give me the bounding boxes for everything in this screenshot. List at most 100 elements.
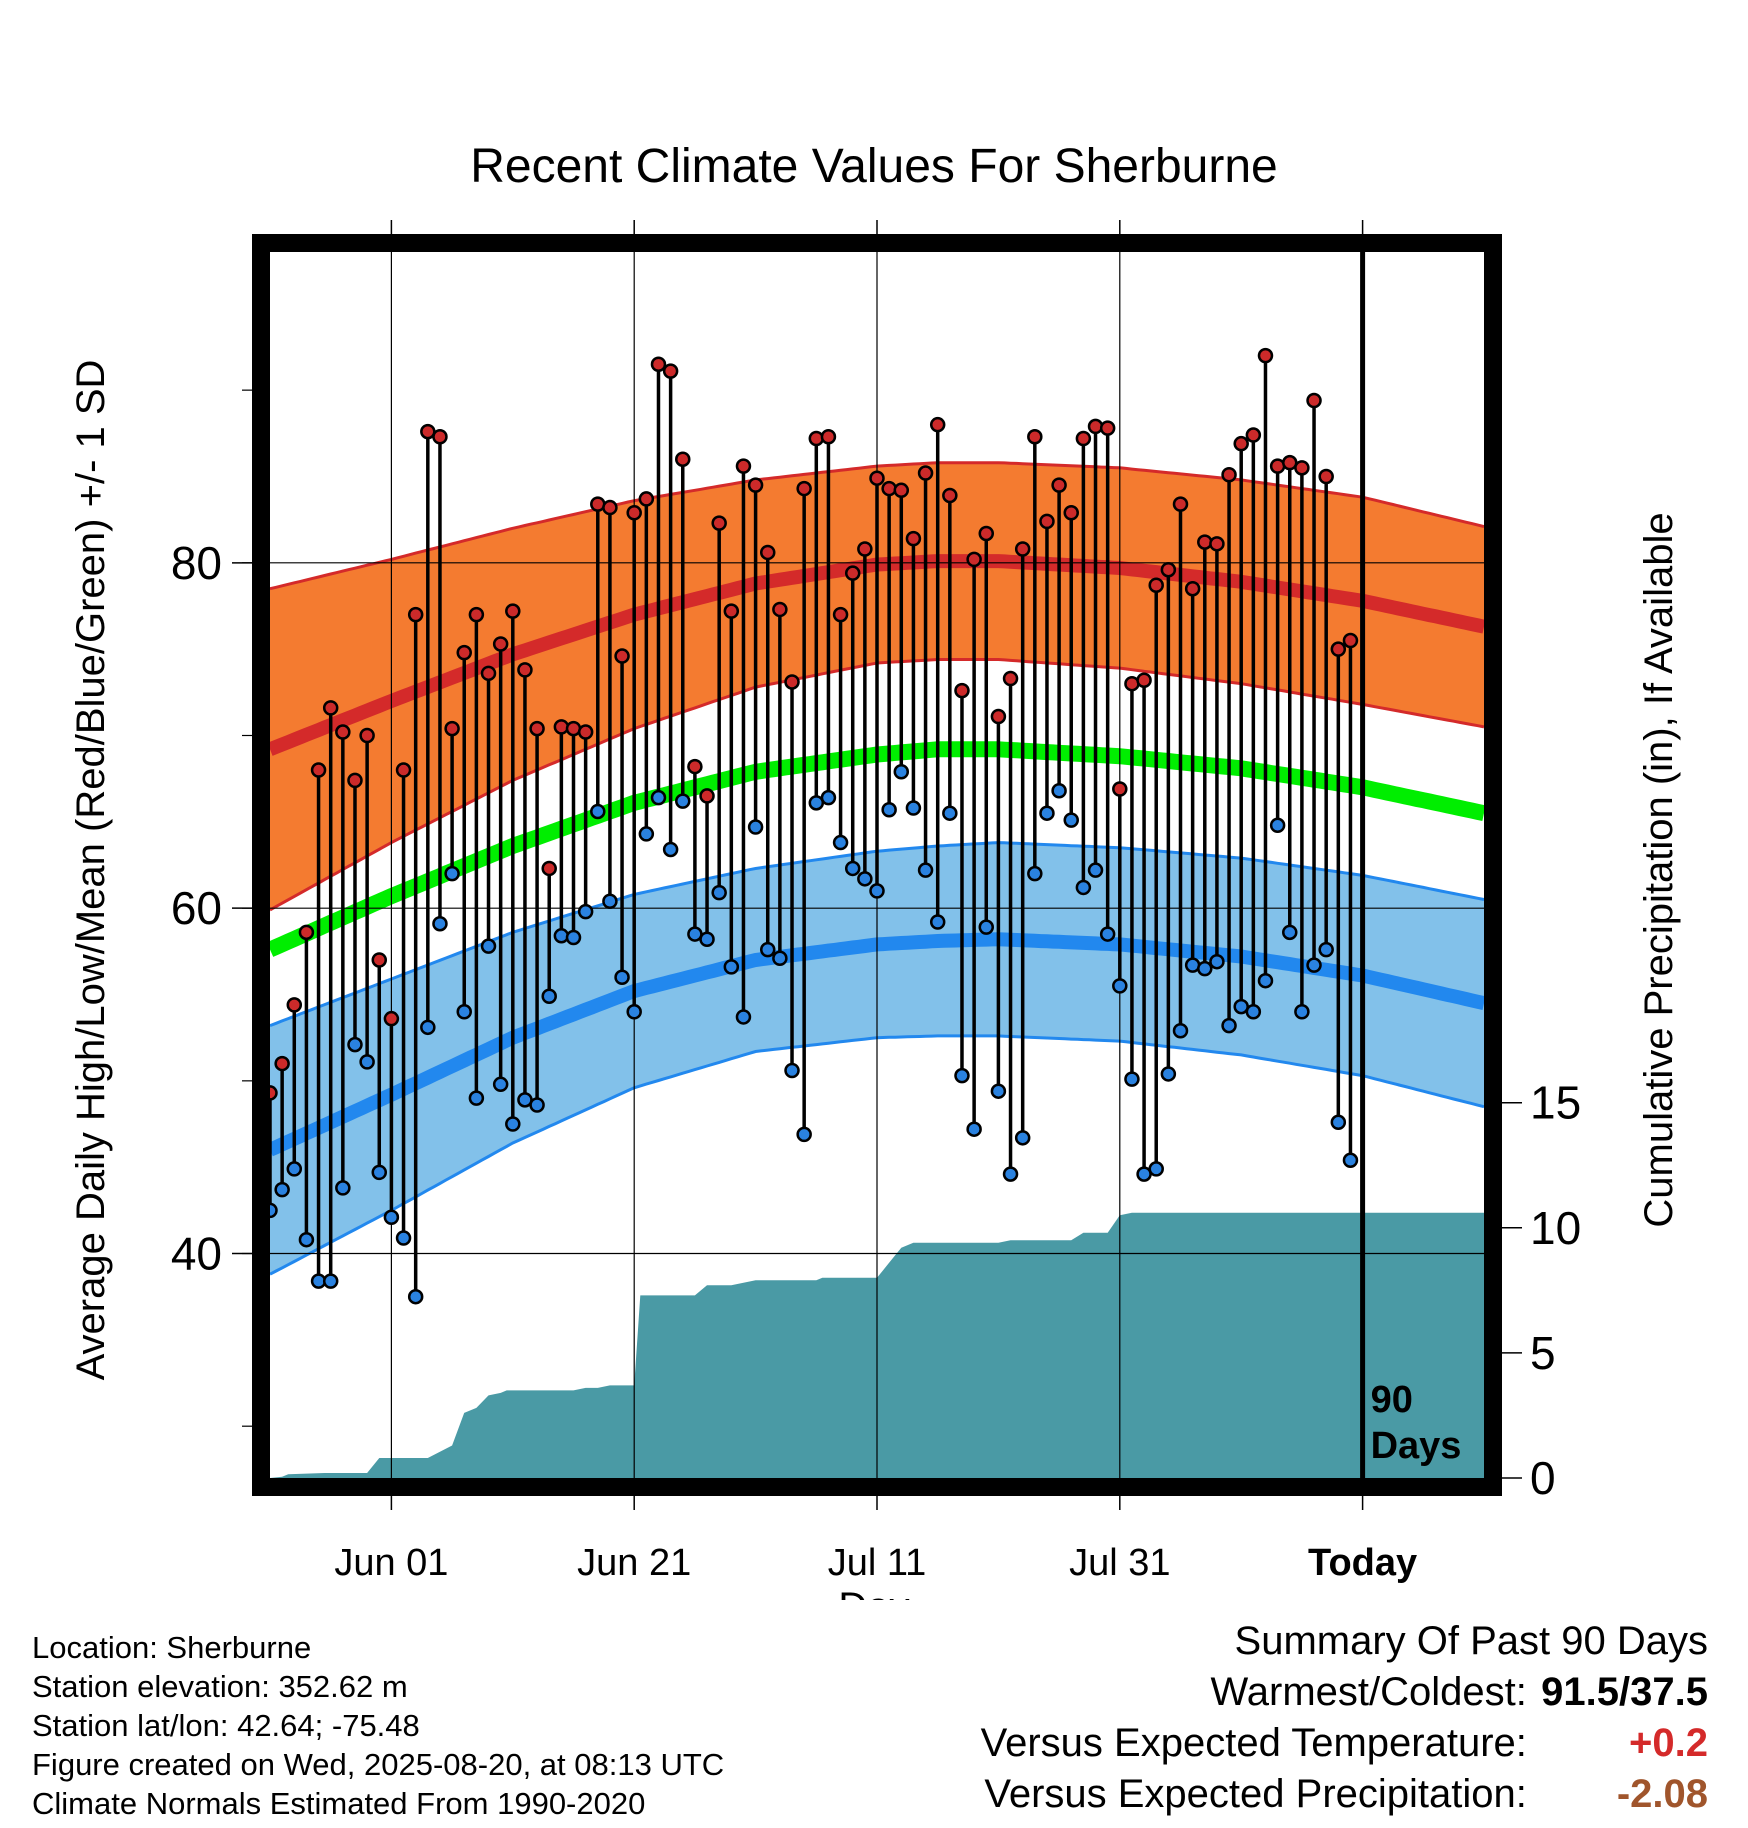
low-point bbox=[893, 764, 910, 780]
high-point bbox=[468, 606, 485, 623]
y2-tick-label: 10 bbox=[1530, 1202, 1581, 1254]
low-point bbox=[857, 871, 873, 887]
low-point bbox=[1051, 782, 1067, 799]
low-point bbox=[675, 793, 691, 809]
low-point bbox=[1160, 1066, 1177, 1082]
precipitation-value: -2.08 bbox=[1616, 1772, 1708, 1816]
high-point bbox=[735, 458, 752, 474]
high-point bbox=[1221, 467, 1237, 483]
low-point bbox=[1318, 941, 1334, 958]
low-point bbox=[1124, 1071, 1140, 1087]
high-point bbox=[335, 724, 351, 740]
high-point bbox=[407, 606, 424, 623]
high-point bbox=[1294, 460, 1310, 476]
high-point bbox=[1306, 392, 1322, 409]
low-point bbox=[1087, 862, 1104, 878]
high-point bbox=[322, 700, 339, 716]
daily-stems bbox=[268, 355, 1353, 1297]
high-point bbox=[650, 356, 667, 372]
location-text: Location: Sherburne bbox=[32, 1630, 312, 1665]
summary-temperature: Versus Expected Temperature: +0.2 bbox=[981, 1718, 1708, 1769]
high-point bbox=[517, 662, 533, 678]
low-point bbox=[505, 1116, 521, 1132]
high-point bbox=[1014, 541, 1031, 557]
high-point bbox=[917, 465, 934, 481]
low-point bbox=[371, 1164, 388, 1181]
x-tick-label: Jun 01 bbox=[334, 1542, 448, 1584]
plot-frame bbox=[252, 234, 1502, 1496]
low-point bbox=[990, 1083, 1007, 1099]
low-point bbox=[1269, 817, 1286, 834]
high-point bbox=[784, 674, 800, 690]
low-point bbox=[638, 826, 655, 842]
low-point bbox=[444, 865, 460, 882]
low-point bbox=[711, 884, 727, 901]
y-axis-label: Average Daily High/Low/Mean (Red/Blue/Gr… bbox=[69, 360, 113, 1381]
created-text: Figure created on Wed, 2025-08-20, at 08… bbox=[32, 1747, 725, 1782]
high-point bbox=[529, 720, 545, 737]
y-tick-label: 40 bbox=[171, 1228, 222, 1280]
high-point bbox=[1063, 504, 1079, 521]
x-tick-label: Today bbox=[1308, 1542, 1417, 1584]
low-point bbox=[735, 1009, 752, 1025]
precipitation-label: Versus Expected Precipitation: bbox=[984, 1772, 1527, 1816]
high-point bbox=[359, 727, 375, 744]
y2-tick-label: 0 bbox=[1530, 1452, 1556, 1504]
low-point bbox=[1294, 1004, 1310, 1020]
latlon-text: Station lat/lon: 42.64; -75.48 bbox=[32, 1708, 420, 1743]
high-point bbox=[541, 860, 557, 877]
high-point bbox=[1342, 632, 1359, 649]
high-point bbox=[1039, 513, 1055, 530]
high-point bbox=[857, 541, 873, 557]
high-point bbox=[298, 924, 315, 941]
high-point bbox=[844, 565, 861, 581]
low-point bbox=[456, 1004, 472, 1020]
summary-precipitation: Versus Expected Precipitation: -2.08 bbox=[981, 1769, 1708, 1820]
low-point bbox=[626, 1004, 642, 1020]
low-point bbox=[395, 1230, 412, 1246]
low-point bbox=[699, 931, 715, 948]
low-point bbox=[1245, 1004, 1262, 1020]
temperature-label: Versus Expected Temperature: bbox=[980, 1721, 1527, 1765]
low-point bbox=[565, 929, 582, 946]
warmest-coldest-label: Warmest/Coldest: bbox=[1210, 1670, 1527, 1714]
high-point bbox=[1051, 477, 1067, 493]
high-point bbox=[942, 487, 958, 504]
high-point bbox=[1184, 580, 1201, 597]
high-point bbox=[626, 504, 642, 521]
high-point bbox=[723, 603, 740, 619]
high-point bbox=[371, 952, 388, 968]
high-point bbox=[1099, 420, 1116, 436]
low-point bbox=[954, 1067, 970, 1084]
low-point bbox=[832, 834, 849, 851]
high-point bbox=[602, 499, 618, 516]
low-point bbox=[1342, 1152, 1359, 1169]
high-point bbox=[881, 480, 897, 497]
high-point bbox=[832, 606, 849, 623]
high-point bbox=[1257, 347, 1274, 364]
low-point bbox=[1209, 953, 1225, 970]
today-days-label: 90 bbox=[1371, 1379, 1413, 1421]
high-point bbox=[966, 551, 982, 568]
low-point bbox=[917, 862, 934, 878]
low-point bbox=[869, 883, 885, 899]
low-point bbox=[274, 1181, 290, 1198]
high-point bbox=[929, 416, 946, 433]
low-point bbox=[650, 789, 667, 806]
low-point bbox=[347, 1036, 363, 1053]
low-point bbox=[492, 1076, 509, 1093]
high-point bbox=[1148, 577, 1164, 594]
high-point bbox=[274, 1055, 290, 1072]
plot-border bbox=[252, 234, 1502, 1496]
low-point bbox=[298, 1231, 315, 1248]
x-tick-label: Jul 11 bbox=[828, 1542, 927, 1584]
high-point bbox=[1330, 641, 1347, 657]
low-point bbox=[784, 1062, 800, 1079]
x-axis-label: Day bbox=[838, 1585, 909, 1600]
high-point bbox=[699, 788, 715, 804]
low-point bbox=[978, 919, 995, 935]
low-point bbox=[881, 801, 897, 818]
low-point bbox=[541, 988, 557, 1004]
station-info: Location: Sherburne Station elevation: 3… bbox=[32, 1628, 724, 1823]
